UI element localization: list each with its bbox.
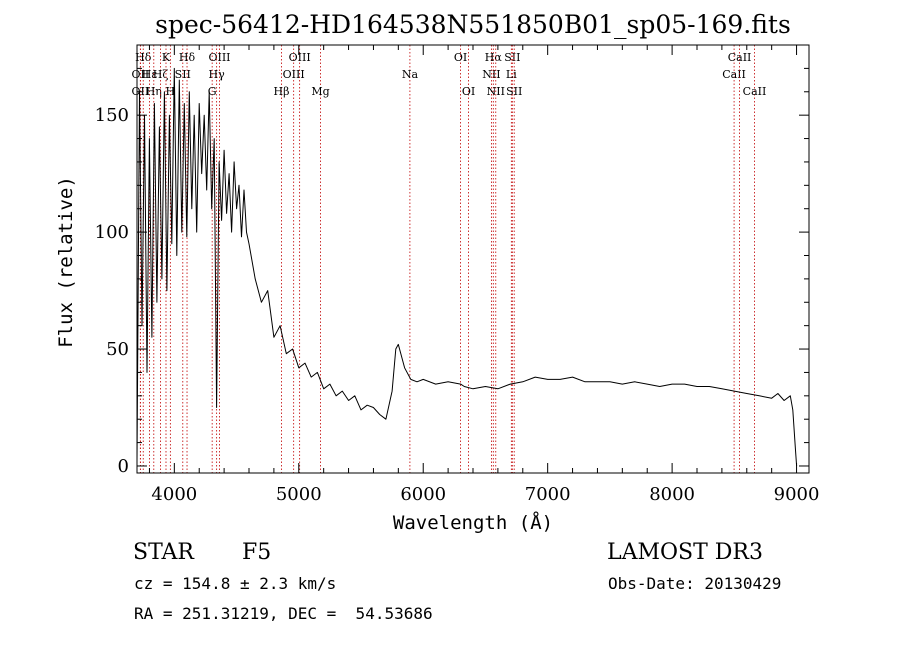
plot-frame bbox=[136, 44, 810, 474]
line-label: NII bbox=[487, 85, 505, 98]
line-label: CaII bbox=[743, 85, 767, 98]
line-label: CaII bbox=[728, 51, 752, 64]
line-label: Hζ bbox=[153, 68, 169, 81]
line-label: OIII bbox=[289, 51, 311, 64]
x-axis-label: Wavelength (Å) bbox=[393, 511, 553, 534]
line-label: Li bbox=[506, 68, 517, 81]
line-label: SII bbox=[175, 68, 191, 81]
line-label: Hβ bbox=[274, 85, 290, 98]
chart-title: spec-56412-HD164538N551850B01_sp05-169.f… bbox=[155, 10, 791, 39]
line-label: NII bbox=[482, 68, 500, 81]
line-label: Hγ bbox=[209, 68, 226, 81]
line-label: Hα bbox=[485, 51, 503, 64]
line-label: CaII bbox=[722, 68, 746, 81]
x-tick-label: 7000 bbox=[525, 484, 571, 505]
y-axis: 0 50 100 150 bbox=[95, 67, 809, 477]
observation-date: Obs-Date: 20130429 bbox=[608, 574, 782, 593]
line-label: OI bbox=[454, 51, 467, 64]
spectrum-series bbox=[136, 67, 798, 467]
x-tick-label: 6000 bbox=[400, 484, 446, 505]
y-tick-label: 0 bbox=[118, 456, 129, 477]
redshift-velocity: cz = 154.8 ± 2.3 km/s bbox=[134, 574, 337, 593]
x-tick-label: 5000 bbox=[276, 484, 322, 505]
line-label: SII bbox=[506, 85, 522, 98]
y-tick-label: 150 bbox=[95, 105, 129, 126]
x-tick-label: 8000 bbox=[649, 484, 695, 505]
x-tick-label: 4000 bbox=[151, 484, 197, 505]
line-label: K bbox=[162, 51, 171, 64]
object-subclass: F5 bbox=[242, 540, 272, 565]
line-label: Na bbox=[402, 68, 419, 81]
object-class: STAR bbox=[133, 540, 194, 565]
line-label: G bbox=[208, 85, 217, 98]
survey-name: LAMOST DR3 bbox=[607, 540, 763, 565]
x-axis: 4000 5000 6000 7000 8000 9000 bbox=[148, 45, 820, 505]
line-label: Hδ bbox=[179, 51, 196, 64]
y-axis-label: Flux (relative) bbox=[55, 176, 77, 348]
line-label: OI bbox=[462, 85, 475, 98]
line-label: Hδ bbox=[135, 51, 152, 64]
y-tick-label: 100 bbox=[95, 222, 129, 243]
y-tick-label: 50 bbox=[106, 339, 129, 360]
line-label: OIII bbox=[283, 68, 305, 81]
line-label: Mg bbox=[311, 85, 329, 98]
line-label: Hη bbox=[146, 85, 162, 98]
spectrum-line-0 bbox=[136, 67, 798, 467]
coordinates: RA = 251.31219, DEC = 54.53686 bbox=[134, 604, 433, 623]
x-tick-label: 9000 bbox=[774, 484, 820, 505]
line-label: OIII bbox=[208, 51, 230, 64]
line-label: SII bbox=[504, 51, 520, 64]
line-label: H bbox=[166, 85, 176, 98]
